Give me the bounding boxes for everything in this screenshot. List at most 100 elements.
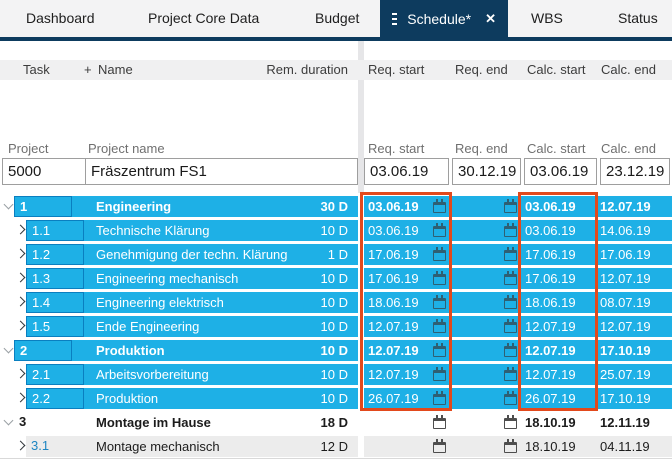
calendar-icon[interactable] xyxy=(433,391,446,405)
calendar-icon[interactable] xyxy=(504,415,517,429)
table-row[interactable]: 1.5 Ende Engineering 10 D 12.07.19 12.07… xyxy=(0,316,672,337)
chevron-right-icon[interactable] xyxy=(15,368,26,379)
task-number-cell[interactable]: 1 xyxy=(14,196,72,217)
tab-dashboard[interactable]: Dashboard xyxy=(26,10,95,26)
req-start-value[interactable]: 17.06.19 xyxy=(368,271,419,286)
remaining-duration[interactable]: 18 D xyxy=(320,415,348,430)
remaining-duration[interactable]: 10 D xyxy=(320,271,348,286)
calendar-icon[interactable] xyxy=(433,343,446,357)
calendar-icon[interactable] xyxy=(433,247,446,261)
calendar-icon[interactable] xyxy=(504,343,517,357)
task-number-cell[interactable]: 3.1 xyxy=(31,438,50,453)
table-row[interactable]: 1.1 Technische Klärung 10 D 03.06.19 03.… xyxy=(0,220,672,241)
task-name[interactable]: Genehmigung der techn. Klärung xyxy=(96,247,288,262)
task-name[interactable]: Engineering elektrisch xyxy=(96,295,224,310)
table-row[interactable]: 3.1 Montage mechanisch 12 D 18.10.19 04.… xyxy=(0,436,672,457)
remaining-duration[interactable]: 1 D xyxy=(327,247,348,262)
calendar-icon[interactable] xyxy=(504,199,517,213)
chevron-down-icon[interactable] xyxy=(3,415,14,426)
project-calc-end-field[interactable]: 23.12.19 xyxy=(600,158,670,185)
calendar-icon[interactable] xyxy=(504,271,517,285)
calendar-icon[interactable] xyxy=(504,319,517,333)
tab-project-core-data[interactable]: Project Core Data xyxy=(148,10,260,26)
req-start-value[interactable]: 12.07.19 xyxy=(368,343,419,358)
chevron-right-icon[interactable] xyxy=(15,272,26,283)
task-number-cell[interactable]: 1.1 xyxy=(26,220,84,241)
table-row[interactable]: 1.2 Genehmigung der techn. Klärung 1 D 1… xyxy=(0,244,672,265)
tab-budget[interactable]: Budget xyxy=(315,10,360,26)
task-name[interactable]: Arbeitsvorbereitung xyxy=(96,367,209,382)
req-start-value[interactable]: 12.07.19 xyxy=(368,319,419,334)
req-start-value[interactable]: 17.06.19 xyxy=(368,247,419,262)
calendar-icon[interactable] xyxy=(433,319,446,333)
task-number-cell[interactable]: 2.2 xyxy=(26,388,84,409)
task-name[interactable]: Produktion xyxy=(96,391,159,406)
tab-status[interactable]: Status xyxy=(618,10,658,26)
remaining-duration[interactable]: 12 D xyxy=(320,439,348,454)
tab-wbs[interactable]: WBS xyxy=(531,10,563,26)
calendar-icon[interactable] xyxy=(504,295,517,309)
req-start-value[interactable]: 12.07.19 xyxy=(368,367,419,382)
table-row[interactable]: 1 Engineering 30 D 03.06.19 03.06.19 12.… xyxy=(0,196,672,217)
task-name[interactable]: Ende Engineering xyxy=(96,319,200,334)
table-row[interactable]: 3 Montage im Hause 18 D 18.10.19 12.11.1… xyxy=(0,412,672,433)
calendar-icon[interactable] xyxy=(433,367,446,381)
chevron-down-icon[interactable] xyxy=(3,343,14,354)
remaining-duration[interactable]: 10 D xyxy=(320,343,348,358)
menu-icon[interactable] xyxy=(392,17,398,20)
project-req-end-field[interactable]: 30.12.19 xyxy=(452,158,521,185)
task-number-cell[interactable]: 1.5 xyxy=(26,316,84,337)
project-id-field[interactable]: 5000 xyxy=(2,158,86,185)
task-number-cell[interactable]: 1.3 xyxy=(26,268,84,289)
req-start-value[interactable]: 03.06.19 xyxy=(368,199,419,214)
calendar-icon[interactable] xyxy=(504,223,517,237)
add-column-icon[interactable]: + xyxy=(84,62,92,77)
remaining-duration[interactable]: 10 D xyxy=(320,319,348,334)
chevron-right-icon[interactable] xyxy=(15,248,26,259)
task-number-cell[interactable]: 1.2 xyxy=(26,244,84,265)
chevron-right-icon[interactable] xyxy=(15,440,26,451)
req-start-value[interactable]: 03.06.19 xyxy=(368,223,419,238)
table-row[interactable]: 2 Produktion 10 D 12.07.19 12.07.19 17.1… xyxy=(0,340,672,361)
calendar-icon[interactable] xyxy=(433,271,446,285)
task-name[interactable]: Technische Klärung xyxy=(96,223,210,238)
pane-divider[interactable] xyxy=(358,41,364,193)
chevron-right-icon[interactable] xyxy=(15,224,26,235)
task-number-cell[interactable]: 3 xyxy=(19,414,27,429)
calendar-icon[interactable] xyxy=(504,247,517,261)
calendar-icon[interactable] xyxy=(504,391,517,405)
calendar-icon[interactable] xyxy=(504,367,517,381)
calendar-icon[interactable] xyxy=(504,439,517,453)
task-number-cell[interactable]: 2 xyxy=(14,340,72,361)
calendar-icon[interactable] xyxy=(433,439,446,453)
calendar-icon[interactable] xyxy=(433,223,446,237)
req-start-value[interactable]: 26.07.19 xyxy=(368,391,419,406)
remaining-duration[interactable]: 10 D xyxy=(320,367,348,382)
table-row[interactable]: 1.3 Engineering mechanisch 10 D 17.06.19… xyxy=(0,268,672,289)
task-name[interactable]: Produktion xyxy=(96,343,165,358)
task-name[interactable]: Montage mechanisch xyxy=(96,439,220,454)
project-name-field[interactable]: Fräszentrum FS1 xyxy=(85,158,358,185)
chevron-right-icon[interactable] xyxy=(15,296,26,307)
remaining-duration[interactable]: 30 D xyxy=(320,199,348,214)
task-name[interactable]: Engineering xyxy=(96,199,172,214)
req-start-value[interactable]: 18.06.19 xyxy=(368,295,419,310)
close-icon[interactable]: ✕ xyxy=(485,10,496,26)
chevron-down-icon[interactable] xyxy=(3,199,14,210)
project-calc-start-field[interactable]: 03.06.19 xyxy=(524,158,597,185)
remaining-duration[interactable]: 10 D xyxy=(320,391,348,406)
task-name[interactable]: Montage im Hause xyxy=(96,415,211,430)
task-number-cell[interactable]: 1.4 xyxy=(26,292,84,313)
remaining-duration[interactable]: 10 D xyxy=(320,223,348,238)
table-row[interactable]: 1.4 Engineering elektrisch 10 D 18.06.19… xyxy=(0,292,672,313)
task-name[interactable]: Engineering mechanisch xyxy=(96,271,239,286)
calendar-icon[interactable] xyxy=(433,199,446,213)
table-row[interactable]: 2.1 Arbeitsvorbereitung 10 D 12.07.19 12… xyxy=(0,364,672,385)
table-row[interactable]: 2.2 Produktion 10 D 26.07.19 26.07.19 17… xyxy=(0,388,672,409)
chevron-right-icon[interactable] xyxy=(15,320,26,331)
project-req-start-field[interactable]: 03.06.19 xyxy=(364,158,449,185)
remaining-duration[interactable]: 10 D xyxy=(320,295,348,310)
tab-schedule[interactable]: Schedule* ✕ xyxy=(380,0,508,37)
calendar-icon[interactable] xyxy=(433,295,446,309)
task-number-cell[interactable]: 2.1 xyxy=(26,364,84,385)
